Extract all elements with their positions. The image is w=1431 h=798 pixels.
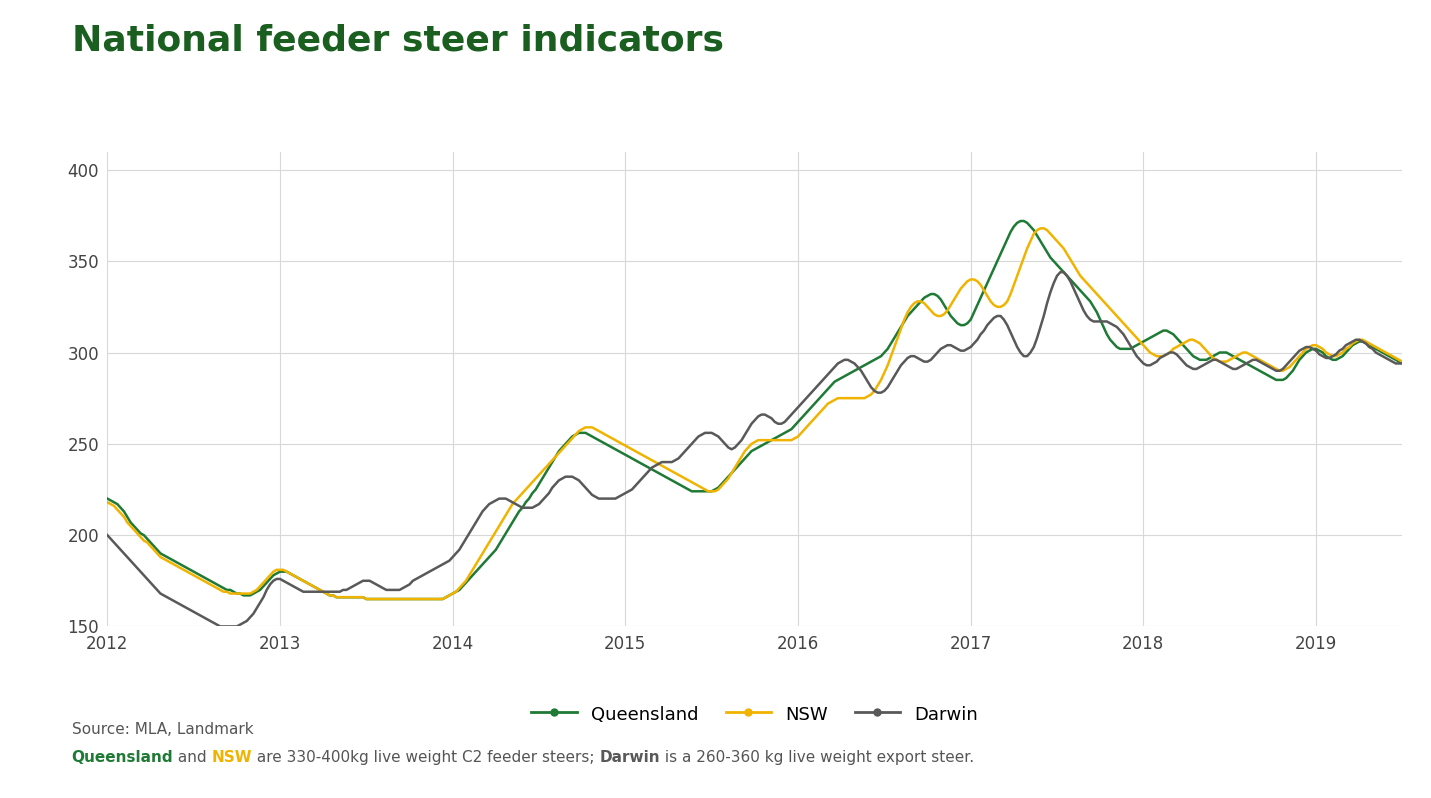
Text: Source: MLA, Landmark: Source: MLA, Landmark <box>72 722 253 737</box>
Text: is a 260-360 kg live weight export steer.: is a 260-360 kg live weight export steer… <box>660 750 975 765</box>
Legend: Queensland, NSW, Darwin: Queensland, NSW, Darwin <box>524 697 986 731</box>
Text: are 330-400kg live weight C2 feeder steers;: are 330-400kg live weight C2 feeder stee… <box>252 750 600 765</box>
Text: and: and <box>173 750 212 765</box>
Text: National feeder steer indicators: National feeder steer indicators <box>72 24 724 58</box>
Text: NSW: NSW <box>212 750 252 765</box>
Text: Queensland: Queensland <box>72 750 173 765</box>
Text: Darwin: Darwin <box>600 750 660 765</box>
